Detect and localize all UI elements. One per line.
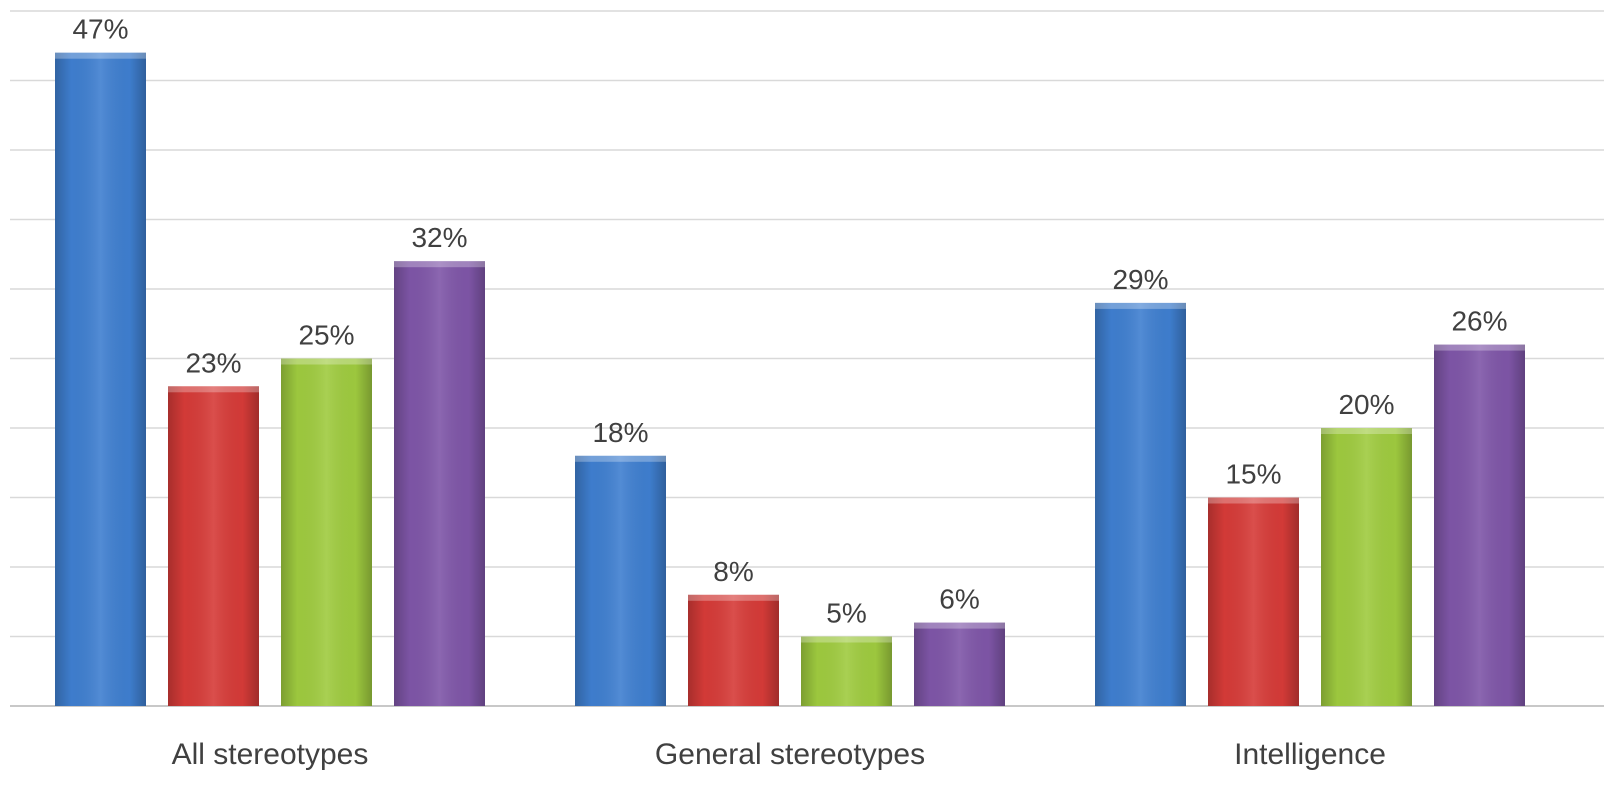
bar-top-bevel	[1095, 302, 1186, 309]
bar-value-label: 25%	[298, 320, 354, 351]
bar-value-label: 47%	[72, 14, 128, 45]
bar-shading	[1095, 302, 1186, 706]
bar	[1095, 302, 1186, 706]
bar-top-bevel	[914, 622, 1005, 629]
bar-top-bevel	[281, 358, 372, 365]
bar-value-label: 15%	[1225, 459, 1281, 490]
bar	[914, 622, 1005, 706]
bar-value-label: 8%	[713, 556, 753, 587]
bar-shading	[281, 358, 372, 706]
bar-top-bevel	[1321, 428, 1412, 434]
bar	[394, 261, 485, 706]
bar-shading	[1321, 428, 1412, 706]
bar	[801, 636, 892, 706]
bar-shading	[55, 52, 146, 706]
category-tick-label: General stereotypes	[655, 738, 925, 771]
category-tick-label: All stereotypes	[172, 738, 369, 771]
bar-value-label: 32%	[411, 222, 467, 253]
bar-value-label: 20%	[1338, 389, 1394, 420]
category-axis: All stereotypes General stereotypes Intell…	[172, 738, 1386, 771]
bar-shading	[914, 622, 1005, 706]
bar-top-bevel	[394, 261, 485, 268]
bar	[168, 386, 259, 706]
bar	[281, 358, 372, 706]
bar-value-label: 18%	[592, 417, 648, 448]
bar-shading	[168, 386, 259, 706]
data-labels: 47% 23% 25% 32% 18% 8% 5% 6% 29% 15% 20% 26%	[72, 14, 1507, 629]
bar-value-label: 23%	[185, 347, 241, 378]
bar	[575, 455, 666, 706]
bar-value-label: 5%	[826, 598, 866, 629]
bar-value-label: 6%	[939, 584, 979, 615]
bar-value-label: 29%	[1112, 264, 1168, 295]
bar	[55, 52, 146, 706]
bar-top-bevel	[168, 386, 259, 393]
bar	[1434, 344, 1525, 706]
bar-shading	[394, 261, 485, 706]
bar-value-label: 26%	[1451, 306, 1507, 337]
bar-top-bevel	[688, 594, 779, 601]
bar-shading	[1434, 344, 1525, 706]
bar-top-bevel	[801, 636, 892, 643]
gridlines	[10, 10, 1604, 707]
bar-top-bevel	[1208, 497, 1299, 504]
bar-top-bevel	[55, 52, 146, 59]
bar	[1321, 428, 1412, 706]
bar-shading	[1208, 497, 1299, 706]
bar	[1208, 497, 1299, 706]
bar-shading	[801, 636, 892, 706]
bars	[55, 52, 1525, 706]
bar-top-bevel	[1434, 344, 1525, 351]
bar	[688, 594, 779, 706]
bar-top-bevel	[575, 455, 666, 462]
bar-shading	[575, 455, 666, 706]
bar-shading	[688, 594, 779, 706]
category-tick-label: Intelligence	[1234, 738, 1386, 771]
